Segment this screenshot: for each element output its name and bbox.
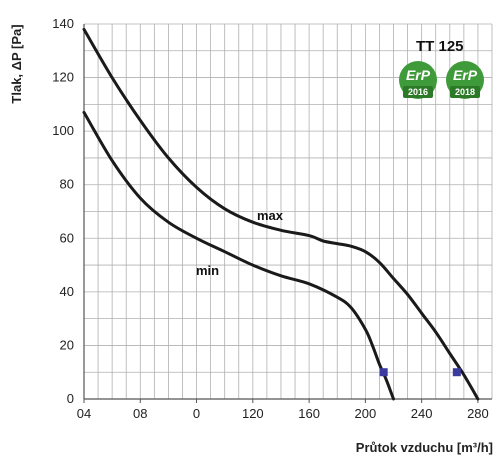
- y-tick-label: 20: [60, 337, 74, 352]
- y-tick-label: 80: [60, 177, 74, 192]
- series: [82, 27, 480, 401]
- y-tick-label: 120: [52, 70, 74, 85]
- x-tick-label: 08: [133, 406, 147, 421]
- erp-2016-badge-band: [403, 86, 433, 98]
- x-tick-label: 160: [298, 406, 320, 421]
- model-label: TT 125: [416, 38, 464, 55]
- y-tick-label: 40: [60, 284, 74, 299]
- series-curve-min: [82, 110, 395, 401]
- series-label-max: max: [257, 208, 284, 223]
- series-label-min: min: [196, 263, 219, 278]
- grid: [83, 23, 493, 400]
- x-tick-label: 0: [193, 406, 200, 421]
- operating-point-marker-min: [379, 368, 388, 377]
- y-tick-labels: 0 20 40 60 80 100 120 140: [52, 16, 74, 406]
- x-axis-title: Průtok vzduchu [m³/h]: [356, 440, 493, 455]
- x-tick-label: 200: [355, 406, 377, 421]
- erp-2018-badge-band: [450, 86, 480, 98]
- markers: [379, 368, 461, 377]
- x-tick-labels: 04 08 0 120 160 200 240 280: [77, 406, 489, 421]
- series-curve-max: [82, 27, 480, 401]
- y-axis-title: Tlak, ΔP [Pa]: [9, 24, 24, 103]
- x-tick-label: 120: [242, 406, 264, 421]
- erp-2016-badge: ErP 2016: [399, 61, 437, 99]
- operating-point-marker-max: [452, 368, 461, 377]
- y-tick-label: 100: [52, 123, 74, 138]
- erp-2016-badge-text: ErP: [406, 67, 431, 83]
- erp-2016-badge-year: 2016: [408, 87, 428, 97]
- erp-2018-badge-year: 2018: [455, 87, 475, 97]
- erp-2018-badge-text: ErP: [453, 67, 478, 83]
- y-tick-label: 140: [52, 16, 74, 31]
- x-tick-label: 04: [77, 406, 91, 421]
- x-tick-label: 280: [467, 406, 489, 421]
- axes: [83, 24, 492, 403]
- erp-2018-badge: ErP 2018: [446, 61, 484, 99]
- y-tick-label: 60: [60, 230, 74, 245]
- x-tick-label: 240: [411, 406, 433, 421]
- y-tick-label: 0: [67, 391, 74, 406]
